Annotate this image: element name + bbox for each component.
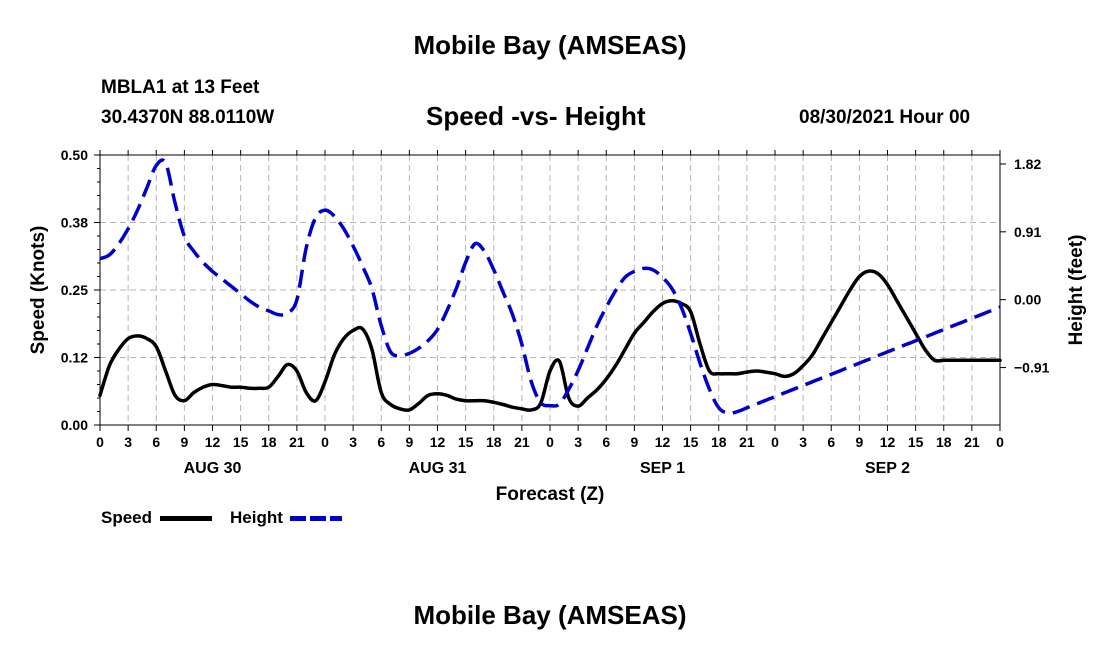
y2-tick-label: 0.00 xyxy=(1014,292,1041,308)
series xyxy=(98,158,1002,415)
x-tick-label: 9 xyxy=(855,434,863,450)
x-tick-label: 21 xyxy=(514,434,530,450)
x-tick-label: 3 xyxy=(799,434,807,450)
x-tick-label: 0 xyxy=(996,434,1004,450)
x-tick-label: 12 xyxy=(655,434,671,450)
y-tick-label: 0.50 xyxy=(61,147,88,163)
station-coordinates: 30.4370N 88.0110W xyxy=(101,107,275,128)
x-tick-label: 3 xyxy=(574,434,582,450)
x-tick-label: 6 xyxy=(377,434,385,450)
x-tick-label: 18 xyxy=(711,434,727,450)
x-tick-label: 15 xyxy=(683,434,699,450)
x-tick-label: 0 xyxy=(546,434,554,450)
axes: 0 3 6 9 12 15 18 21 0 3 6 9 12 15 18 21 0 3 6 9 12 15 18 21 0 3 6 9… xyxy=(61,147,1050,477)
x-tick-label: 6 xyxy=(827,434,835,450)
date-label: SEP 1 xyxy=(640,460,685,477)
legend-height-label: Height xyxy=(230,508,283,527)
y-tick-label: 0.25 xyxy=(61,282,88,298)
grid xyxy=(100,155,1000,425)
legend-height-swatch xyxy=(290,516,342,521)
chart-title-bottom: Mobile Bay (AMSEAS) xyxy=(413,600,687,630)
x-tick-label: 12 xyxy=(880,434,896,450)
forecast-datetime: 08/30/2021 Hour 00 xyxy=(799,107,971,128)
chart-subtitle: Speed -vs- Height xyxy=(426,101,646,131)
date-label: SEP 2 xyxy=(865,460,910,477)
x-tick-label: 0 xyxy=(96,434,104,450)
legend-speed-swatch xyxy=(160,516,212,521)
y2-axis-label: Height (feet) xyxy=(1066,235,1087,346)
x-tick-label: 12 xyxy=(205,434,221,450)
x-tick-label: 18 xyxy=(936,434,952,450)
x-tick-label: 18 xyxy=(486,434,502,450)
y-tick-label: 0.38 xyxy=(61,215,88,231)
y-axis-label: Speed (Knots) xyxy=(28,226,49,355)
x-tick-label: 15 xyxy=(458,434,474,450)
x-tick-label: 3 xyxy=(124,434,132,450)
legend-speed-label: Speed xyxy=(101,508,153,527)
x-tick-label: 6 xyxy=(602,434,610,450)
y2-tick-label: −0.91 xyxy=(1014,360,1050,376)
x-tick-label: 12 xyxy=(430,434,446,450)
chart-title-top: Mobile Bay (AMSEAS) xyxy=(413,30,687,60)
x-tick-label: 9 xyxy=(180,434,188,450)
x-tick-label: 6 xyxy=(152,434,160,450)
date-label: AUG 31 xyxy=(409,460,467,477)
x-tick-label: 0 xyxy=(321,434,329,450)
series-line-height xyxy=(99,158,1001,415)
x-tick-label: 3 xyxy=(349,434,357,450)
x-tick-label: 21 xyxy=(289,434,305,450)
x-tick-label: 15 xyxy=(908,434,924,450)
date-label: AUG 30 xyxy=(184,460,242,477)
x-tick-label: 18 xyxy=(261,434,277,450)
y2-tick-label: 0.91 xyxy=(1014,224,1041,240)
station-label: MBLA1 at 13 Feet xyxy=(101,77,260,98)
x-tick-label: 9 xyxy=(630,434,638,450)
x-tick-label: 21 xyxy=(739,434,755,450)
x-tick-label: 0 xyxy=(771,434,779,450)
y-tick-label: 0.00 xyxy=(61,417,88,433)
y2-tick-label: 1.82 xyxy=(1014,156,1041,172)
series-line-speed xyxy=(98,269,1002,412)
x-tick-label: 21 xyxy=(964,434,980,450)
x-tick-label: 9 xyxy=(405,434,413,450)
y-tick-label: 0.12 xyxy=(61,350,88,366)
x-axis-label: Forecast (Z) xyxy=(496,484,605,505)
x-tick-label: 15 xyxy=(233,434,249,450)
